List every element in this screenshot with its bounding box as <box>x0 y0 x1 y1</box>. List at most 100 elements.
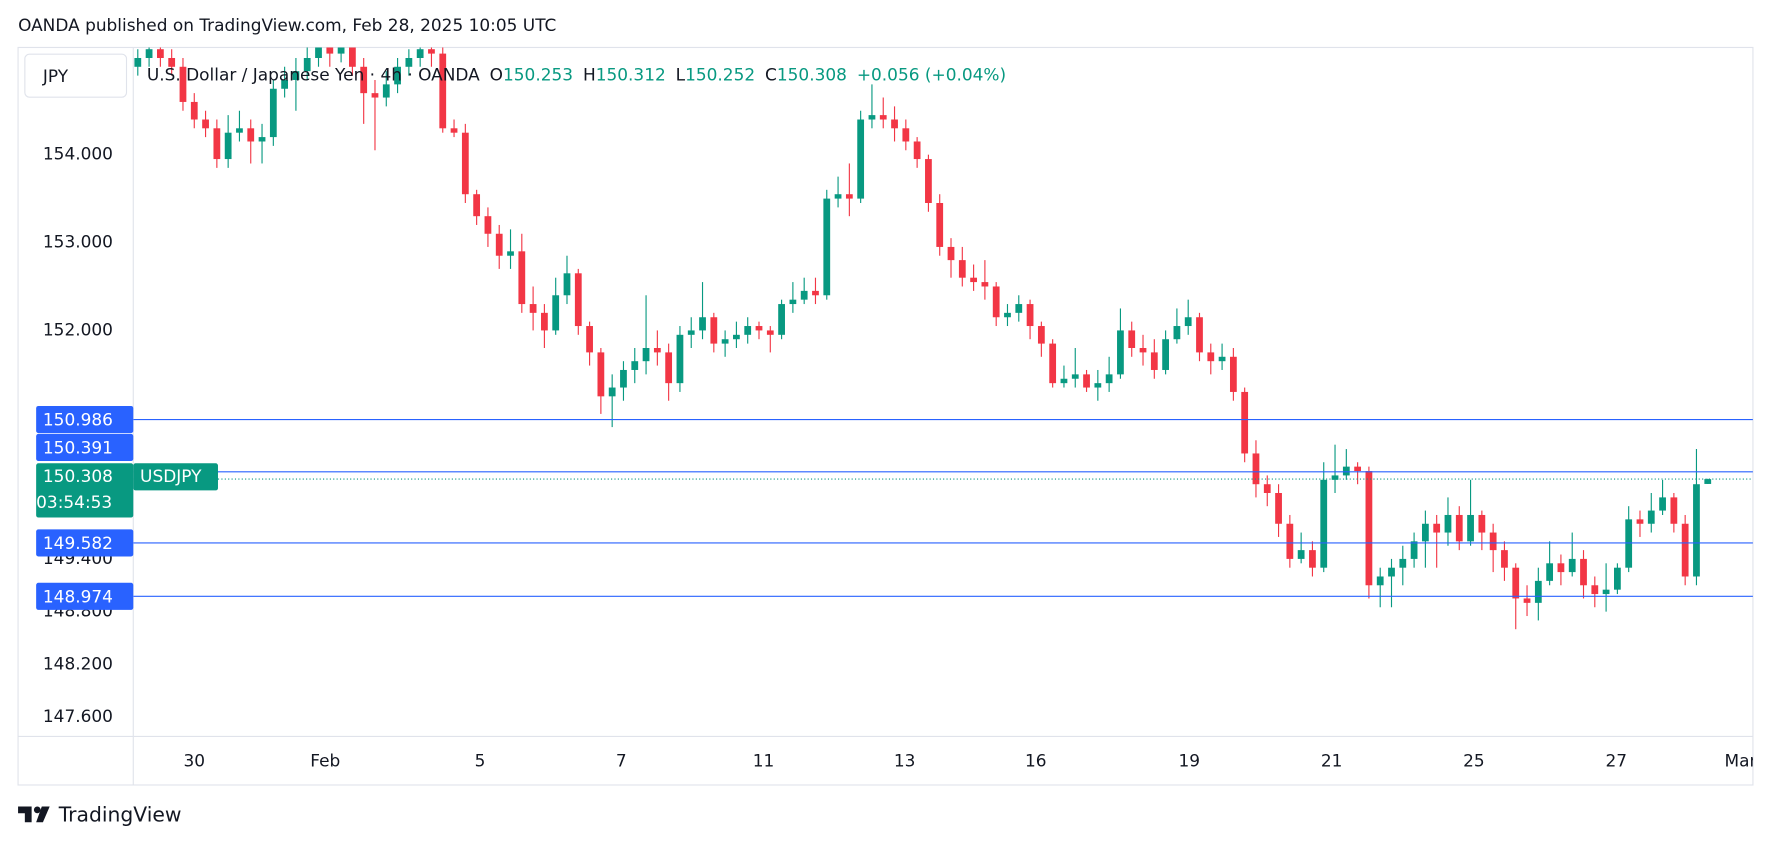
candle-body <box>766 330 774 335</box>
candle-body <box>902 128 910 142</box>
candle-body <box>1568 558 1576 573</box>
candle-body <box>1173 326 1181 340</box>
currency-label: JPY <box>42 66 69 86</box>
candle-body <box>665 352 673 384</box>
candle-body <box>1275 493 1282 524</box>
high-label: H <box>583 65 596 85</box>
price-line-label-box <box>36 529 134 557</box>
candle-body <box>484 216 492 234</box>
candle-body <box>428 49 435 54</box>
candle-body <box>529 304 537 313</box>
candle-body <box>1207 352 1215 362</box>
candle-body <box>247 128 255 142</box>
candle-body <box>653 348 661 353</box>
y-tick-label: 153.000 <box>43 232 113 252</box>
candle-body <box>168 57 176 67</box>
candle-body <box>450 128 458 133</box>
candle-body <box>1602 589 1610 595</box>
candle-body <box>202 119 209 129</box>
candle-body <box>1455 514 1463 542</box>
candle-body <box>394 66 401 85</box>
candle-body <box>236 128 243 133</box>
candle-body <box>473 194 481 217</box>
last-price-label: 150.308 <box>43 466 113 486</box>
candle-body <box>1263 484 1271 494</box>
candle-body <box>1591 585 1599 595</box>
candle-body <box>710 317 718 344</box>
candle-body <box>1523 598 1531 603</box>
candle-body <box>755 326 763 331</box>
x-tick-label: 25 <box>1463 750 1485 770</box>
candle-body <box>1410 541 1418 559</box>
y-tick-label: 147.600 <box>43 706 113 726</box>
candle-body <box>586 326 593 353</box>
candle-body <box>699 317 706 331</box>
x-tick-label: 11 <box>753 750 775 770</box>
candle-body <box>1376 576 1384 586</box>
candle-body <box>1580 558 1587 586</box>
candle-body <box>179 66 187 102</box>
symbol-tag-box <box>133 463 218 491</box>
candle-body <box>733 334 740 340</box>
candle-body <box>1636 519 1644 524</box>
candle-body <box>1004 312 1011 318</box>
candle-body <box>1297 550 1305 559</box>
candle-body <box>1331 475 1339 480</box>
change-value: +0.056 <box>857 65 920 85</box>
candle-body <box>1083 374 1090 388</box>
y-tick-label: 148.200 <box>43 653 113 673</box>
candle-body <box>405 57 413 67</box>
currency-box[interactable] <box>24 53 128 98</box>
x-tick-label: 19 <box>1179 750 1201 770</box>
price-line-label: 149.582 <box>43 533 113 553</box>
candle-body <box>1512 567 1520 599</box>
candle-body <box>913 141 921 160</box>
price-line-label: 148.974 <box>43 586 113 606</box>
candle-body <box>1139 348 1147 353</box>
candle-body <box>868 115 876 120</box>
symbol-tag: USDJPY <box>140 466 202 486</box>
candle-body <box>213 128 221 160</box>
candle-body <box>145 49 153 58</box>
symbol-name: U.S. Dollar / Japanese Yen · 4h · OANDA <box>147 65 480 85</box>
candle-body <box>315 47 322 58</box>
candle-body <box>620 369 627 388</box>
candle-body <box>360 66 368 94</box>
candle-body <box>1128 330 1136 349</box>
price-line-label-box <box>36 405 134 434</box>
candle-body <box>1704 479 1712 484</box>
chart-frame <box>17 46 1754 786</box>
candle-body <box>1015 304 1023 313</box>
candle-body <box>1150 352 1158 370</box>
candle-body <box>1354 466 1362 472</box>
x-tick-label: 7 <box>616 750 627 770</box>
candle-body <box>1557 563 1565 573</box>
price-line-label: 150.391 <box>43 438 113 458</box>
high-value: 150.312 <box>596 65 666 85</box>
candle-body <box>1105 374 1113 384</box>
candle-body <box>778 304 785 335</box>
candle-body <box>439 53 447 129</box>
close-label: C <box>765 65 777 85</box>
candle-body <box>292 71 300 80</box>
candle-body <box>224 132 232 160</box>
x-tick-label: 13 <box>894 750 916 770</box>
candle-body <box>1320 479 1328 568</box>
candle-body <box>1026 304 1034 327</box>
candle-body <box>518 251 526 305</box>
candle-body <box>823 198 831 296</box>
candle-body <box>541 312 548 331</box>
candle-body <box>495 233 503 256</box>
low-value: 150.252 <box>685 65 755 85</box>
low-label: L <box>676 65 686 85</box>
candle-body <box>574 273 582 327</box>
candle-body <box>269 88 277 138</box>
candle-body <box>789 299 797 305</box>
candle-body <box>1399 558 1407 568</box>
candle-body <box>1241 391 1249 454</box>
candle-body <box>642 348 650 362</box>
candle-body <box>1501 550 1508 568</box>
time-axis: 30 Feb 5 7 11 13 16 19 21 25 27 Mar <box>183 750 1752 770</box>
candle-body <box>190 101 198 120</box>
